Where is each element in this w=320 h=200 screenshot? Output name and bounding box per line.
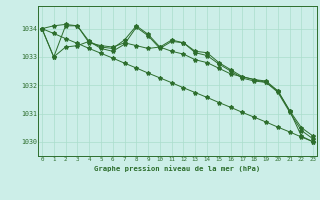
X-axis label: Graphe pression niveau de la mer (hPa): Graphe pression niveau de la mer (hPa) bbox=[94, 165, 261, 172]
